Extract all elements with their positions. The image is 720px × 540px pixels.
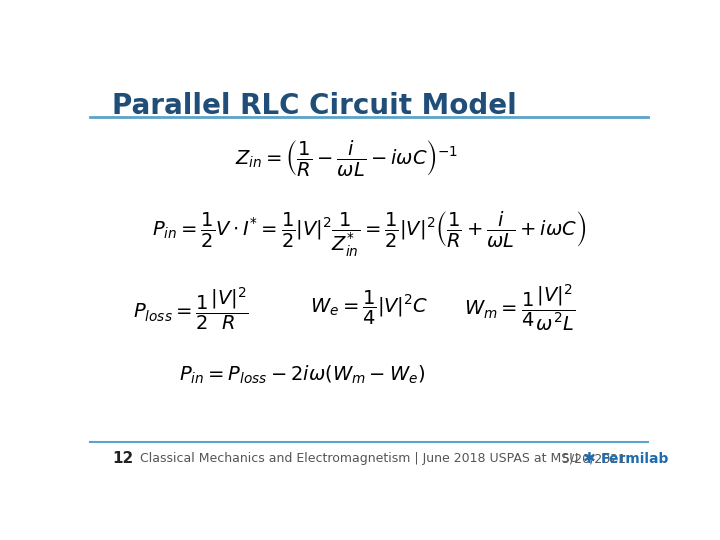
Text: Parallel RLC Circuit Model: Parallel RLC Circuit Model: [112, 92, 517, 120]
Text: 5/20/2021: 5/20/2021: [562, 453, 626, 465]
Text: $W_{e} = \dfrac{1}{4}|V|^{2}C$: $W_{e} = \dfrac{1}{4}|V|^{2}C$: [310, 289, 428, 327]
Text: $P_{in} = P_{loss} - 2i\omega(W_{m} - W_{e})$: $P_{in} = P_{loss} - 2i\omega(W_{m} - W_…: [179, 363, 426, 386]
Text: $P_{loss} = \dfrac{1}{2}\dfrac{|V|^{2}}{R}$: $P_{loss} = \dfrac{1}{2}\dfrac{|V|^{2}}{…: [132, 285, 248, 332]
Text: Fermilab: Fermilab: [600, 452, 669, 466]
Text: 12: 12: [112, 451, 134, 467]
Text: Classical Mechanics and Electromagnetism | June 2018 USPAS at MSU: Classical Mechanics and Electromagnetism…: [140, 453, 579, 465]
Text: ✱: ✱: [583, 451, 595, 467]
Text: $Z_{in} = \left(\dfrac{1}{R} - \dfrac{i}{\omega L} - i\omega C\right)^{-1}$: $Z_{in} = \left(\dfrac{1}{R} - \dfrac{i}…: [235, 138, 459, 178]
Text: $W_{m} = \dfrac{1}{4}\dfrac{|V|^{2}}{\omega^{2}L}$: $W_{m} = \dfrac{1}{4}\dfrac{|V|^{2}}{\om…: [464, 283, 575, 333]
Text: $P_{in} = \dfrac{1}{2}V \cdot I^{*} = \dfrac{1}{2}|V|^{2}\dfrac{1}{Z^{*}_{in}} =: $P_{in} = \dfrac{1}{2}V \cdot I^{*} = \d…: [152, 208, 586, 258]
